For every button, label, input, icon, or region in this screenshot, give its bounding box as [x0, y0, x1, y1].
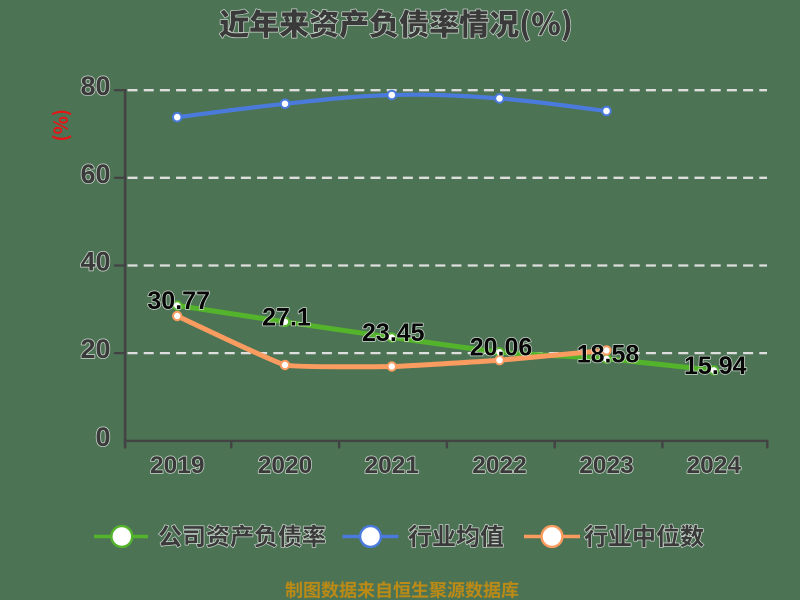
svg-text:2020: 2020 [258, 452, 313, 479]
svg-text:40: 40 [80, 247, 110, 277]
svg-text:2022: 2022 [472, 452, 527, 479]
svg-text:15.94: 15.94 [684, 352, 747, 380]
svg-text:27.1: 27.1 [262, 303, 311, 331]
svg-text:2021: 2021 [365, 452, 420, 479]
svg-text:20: 20 [80, 334, 110, 364]
svg-text:2019: 2019 [150, 452, 205, 479]
svg-text:60: 60 [80, 159, 110, 189]
svg-text:2024: 2024 [687, 452, 742, 479]
svg-text:23.45: 23.45 [362, 319, 425, 347]
svg-text:2023: 2023 [579, 452, 634, 479]
svg-text:30.77: 30.77 [147, 287, 210, 315]
svg-text:18.58: 18.58 [577, 340, 640, 368]
svg-text:80: 80 [80, 71, 110, 101]
svg-text:20.06: 20.06 [470, 334, 533, 362]
svg-text:0: 0 [95, 422, 110, 452]
